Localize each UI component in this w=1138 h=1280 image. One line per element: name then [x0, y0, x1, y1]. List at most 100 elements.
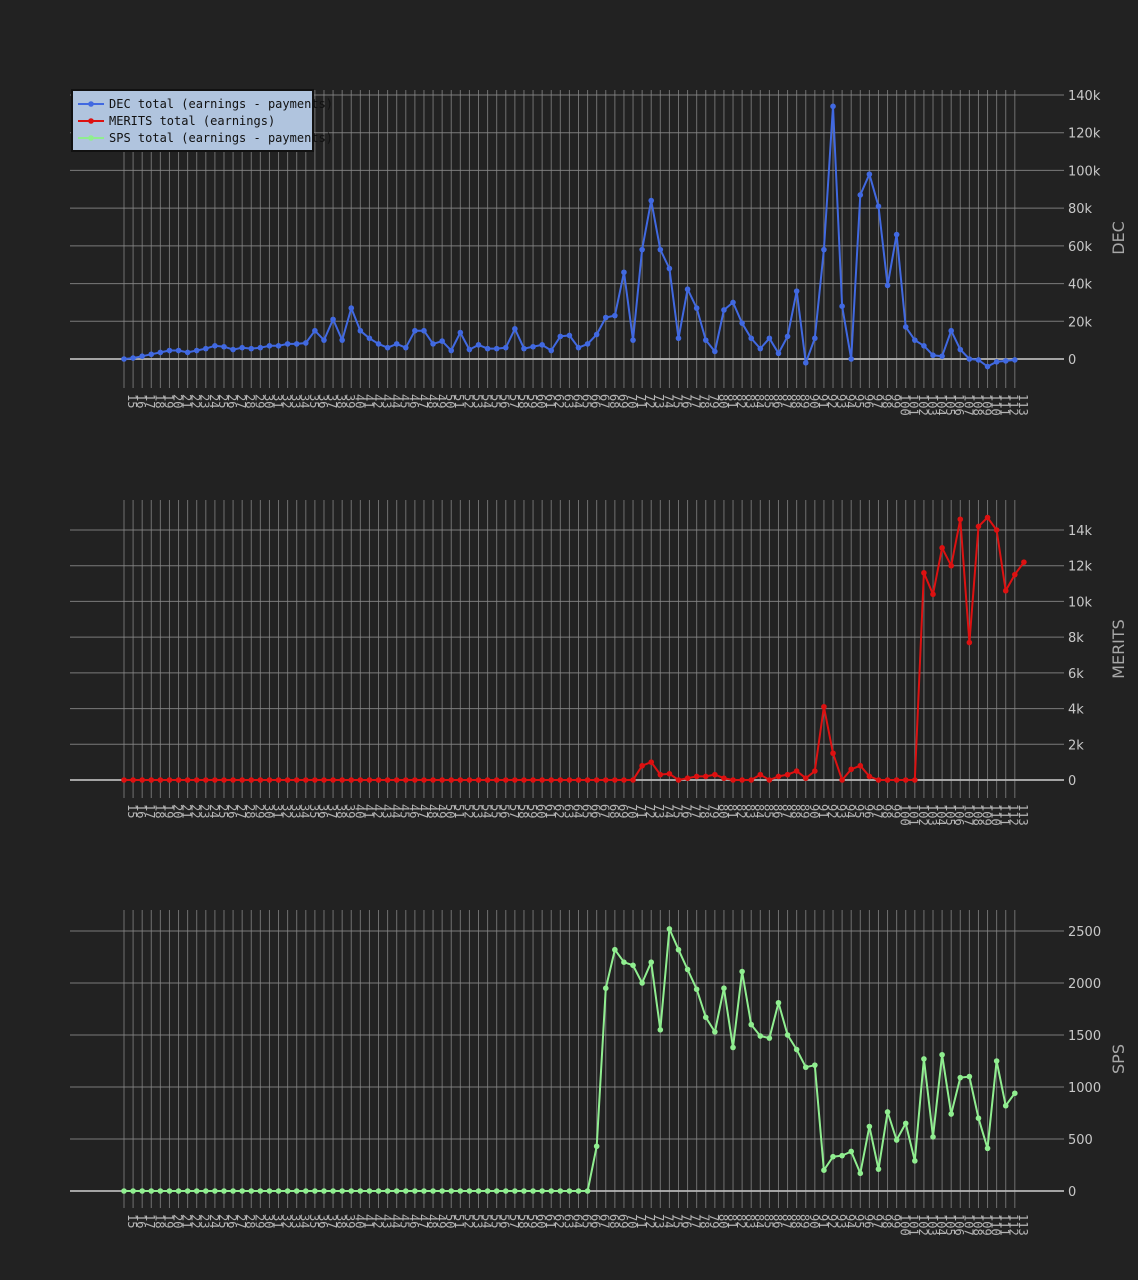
- data-point: [330, 316, 336, 323]
- data-point: [430, 1188, 436, 1194]
- data-point: [512, 326, 518, 332]
- x-tick-label: 32: [280, 394, 294, 408]
- data-point: [203, 1188, 209, 1194]
- x-tick-label: 103: [925, 804, 939, 826]
- data-point: [312, 327, 318, 334]
- x-tick-label: 97: [870, 1214, 884, 1228]
- data-point: [348, 777, 355, 783]
- x-tick-label: 48: [425, 804, 439, 818]
- data-point: [730, 299, 736, 306]
- x-tick-label: 50: [443, 394, 457, 408]
- x-tick-label: 66: [589, 1214, 603, 1228]
- x-tick-label: 62: [552, 1214, 566, 1228]
- x-tick-label: 72: [643, 394, 657, 408]
- data-point: [702, 1014, 709, 1021]
- x-tick-label: 73: [652, 804, 666, 818]
- data-point: [321, 337, 327, 343]
- data-point: [148, 1188, 155, 1194]
- data-point: [175, 777, 182, 783]
- x-tick-label: 103: [925, 394, 939, 416]
- data-point: [303, 1188, 309, 1194]
- data-point: [893, 231, 900, 238]
- x-tick-label: 57: [507, 1214, 521, 1228]
- x-tick-label: 41: [361, 1214, 375, 1228]
- x-tick-label: 39: [343, 394, 357, 408]
- x-tick-label: 105: [943, 804, 957, 826]
- data-point: [266, 343, 273, 349]
- data-point: [721, 307, 727, 313]
- x-tick-label: 73: [652, 394, 666, 408]
- x-tick-label: 108: [970, 1214, 984, 1236]
- x-tick-label: 20: [170, 394, 184, 408]
- x-tick-label: 80: [716, 394, 730, 408]
- data-point: [766, 335, 773, 342]
- data-point: [666, 926, 673, 932]
- x-tick-label: 28: [243, 394, 257, 408]
- x-tick-label: 108: [970, 394, 984, 416]
- x-tick-label: 28: [243, 1214, 257, 1228]
- x-tick-label: 46: [407, 804, 421, 818]
- data-point: [648, 197, 655, 204]
- x-tick-label: 32: [280, 804, 294, 818]
- data-point: [357, 1188, 364, 1194]
- x-tick-label: 16: [134, 1214, 148, 1228]
- data-point: [457, 777, 464, 783]
- data-point: [802, 359, 809, 366]
- x-tick-label: 42: [370, 804, 384, 818]
- x-tick-label: 32: [280, 1214, 294, 1228]
- x-tick-label: 77: [689, 1214, 703, 1228]
- x-tick-label: 34: [298, 804, 312, 818]
- data-point: [139, 1188, 145, 1194]
- data-point: [802, 775, 809, 782]
- data-point: [257, 344, 264, 351]
- data-point: [339, 1188, 345, 1194]
- data-point: [448, 347, 455, 354]
- data-point: [957, 346, 964, 353]
- x-tick-label: 71: [634, 394, 648, 408]
- x-tick-label: 99: [889, 394, 903, 408]
- data-point: [457, 329, 464, 336]
- x-tick-label: 15: [125, 394, 139, 408]
- data-point: [157, 1188, 164, 1194]
- data-point: [648, 759, 655, 765]
- data-point: [248, 1188, 255, 1194]
- x-tick-label: 29: [252, 394, 266, 408]
- x-tick-label: 53: [470, 1214, 484, 1228]
- data-point: [475, 342, 482, 348]
- data-point: [393, 1188, 400, 1194]
- x-tick-label: 30: [261, 1214, 275, 1228]
- x-tick-label: 36: [316, 1214, 330, 1228]
- x-tick-label: 31: [270, 394, 284, 408]
- data-point: [412, 777, 418, 783]
- data-point: [912, 337, 918, 343]
- y-tick-label: 12k: [1068, 560, 1093, 575]
- x-tick-label: 83: [743, 1214, 757, 1228]
- x-tick-label: 112: [1007, 804, 1021, 826]
- y-tick-label: 0: [1068, 774, 1076, 789]
- x-tick-label: 82: [734, 804, 748, 818]
- x-tick-label: 19: [161, 1214, 175, 1228]
- x-tick-label: 34: [298, 1214, 312, 1228]
- data-point: [657, 1027, 664, 1033]
- data-point: [648, 959, 655, 965]
- data-point: [884, 777, 891, 783]
- data-point: [502, 344, 509, 351]
- data-point: [875, 203, 882, 210]
- y-tick-label: 4k: [1068, 703, 1084, 718]
- x-tick-label: 17: [143, 1214, 157, 1228]
- x-tick-label: 86: [770, 1214, 784, 1228]
- data-point: [993, 1058, 1000, 1064]
- data-point: [284, 1188, 291, 1194]
- x-tick-label: 100: [898, 1214, 912, 1236]
- data-point: [830, 1153, 836, 1160]
- data-point: [730, 777, 736, 783]
- data-point: [248, 345, 255, 352]
- x-tick-label: 78: [698, 1214, 712, 1228]
- x-tick-label: 93: [834, 804, 848, 818]
- data-point: [921, 343, 927, 349]
- x-tick-label: 53: [470, 804, 484, 818]
- data-point: [330, 777, 336, 783]
- x-tick-label: 75: [670, 394, 684, 408]
- y-tick-label: 0: [1068, 1185, 1076, 1200]
